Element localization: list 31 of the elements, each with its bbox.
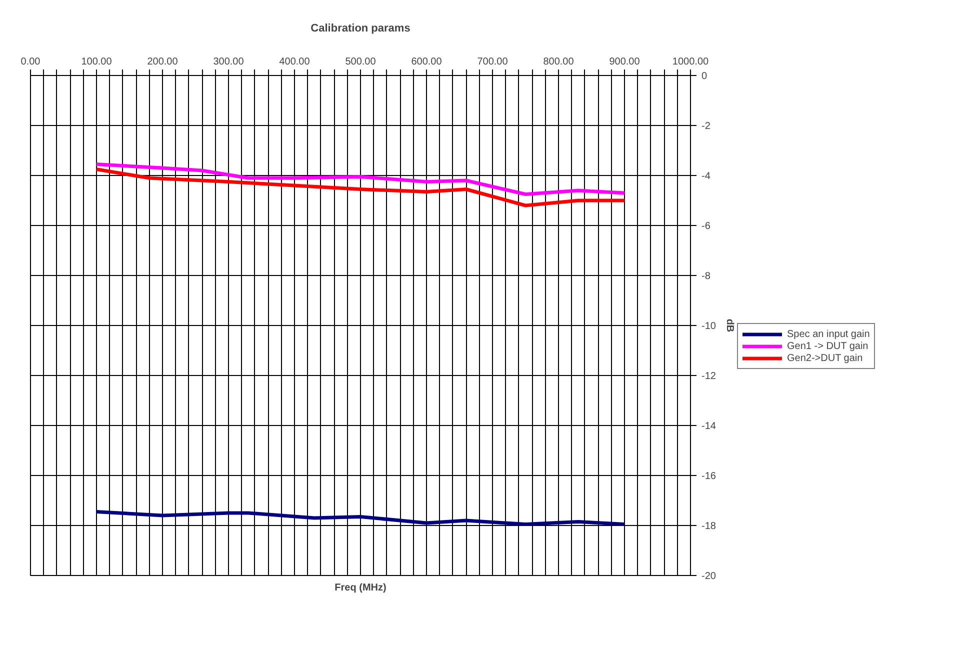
x-tick-label: 100.00 xyxy=(81,56,112,68)
y-tick-label: -16 xyxy=(702,471,716,482)
x-tick-label: 800.00 xyxy=(543,56,574,68)
x-tick-label: 0.00 xyxy=(20,56,41,68)
line-series xyxy=(94,162,626,196)
legend-label: Gen2->DUT gain xyxy=(787,352,863,364)
chart-title: Calibration params xyxy=(310,22,410,34)
y-tick-label: -18 xyxy=(702,521,716,532)
x-tick-label: 300.00 xyxy=(213,56,244,68)
x-tick-label: 200.00 xyxy=(147,56,178,68)
legend-label: Gen1 -> DUT gain xyxy=(787,340,868,352)
y-tick-label: -10 xyxy=(702,321,716,332)
x-tick-label: 700.00 xyxy=(477,56,508,68)
legend-label: Spec an input gain xyxy=(787,328,870,340)
y-tick-label: -6 xyxy=(702,221,711,232)
y-tick-label: -2 xyxy=(702,121,711,132)
y-tick-label: -8 xyxy=(702,271,711,282)
y-tick-label: -20 xyxy=(702,571,716,582)
line-series xyxy=(94,510,626,526)
x-tick-label: 400.00 xyxy=(279,56,310,68)
y-tick-label: -4 xyxy=(702,171,711,182)
x-axis-title: Freq (MHz) xyxy=(334,582,386,594)
y-axis-title: dB xyxy=(724,318,735,332)
x-tick-label: 500.00 xyxy=(345,56,376,68)
x-tick-label: 1000.00 xyxy=(672,56,710,68)
y-tick-label: 0 xyxy=(702,71,708,82)
y-tick-label: -14 xyxy=(702,421,716,432)
x-tick-label: 900.00 xyxy=(609,56,640,68)
line-series xyxy=(94,168,626,208)
x-tick-label: 600.00 xyxy=(411,56,442,68)
y-tick-label: -12 xyxy=(702,371,716,382)
